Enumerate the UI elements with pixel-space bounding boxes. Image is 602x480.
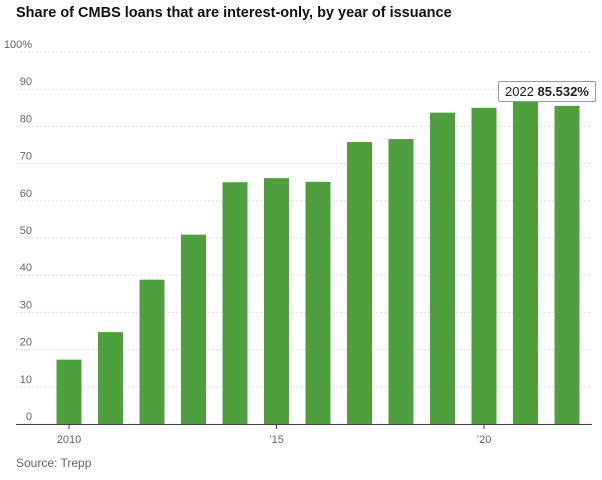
y-tick-label: 100% xyxy=(4,39,32,51)
hover-tooltip: 2022 85.532% xyxy=(498,80,596,102)
tooltip-value: 85.532% xyxy=(537,83,589,99)
bar xyxy=(430,112,455,425)
x-tick-label: ’15 xyxy=(269,434,284,446)
bars xyxy=(56,98,580,425)
bar xyxy=(222,182,248,424)
y-tick-label: 70 xyxy=(20,151,32,163)
x-tick-label: ’20 xyxy=(477,434,492,446)
chart-title: Share of CMBS loans that are interest-on… xyxy=(16,5,452,21)
tooltip-year: 2022 xyxy=(505,83,534,99)
y-tick-label: 90 xyxy=(20,76,32,88)
y-tick-label: 40 xyxy=(20,262,32,274)
x-tick-label: 2010 xyxy=(57,434,81,446)
y-tick-label: 80 xyxy=(20,113,32,125)
bar xyxy=(471,107,497,425)
bar xyxy=(388,139,414,424)
bar xyxy=(554,105,580,425)
x-axis: 2010 ’15 ’20 xyxy=(16,424,592,446)
gridlines: 0 10 20 30 40 50 60 70 80 90 100% xyxy=(4,39,592,425)
bar xyxy=(305,181,331,424)
y-tick-label: 10 xyxy=(20,374,32,386)
bar-chart: 0 10 20 30 40 50 60 70 80 90 100% 2010 ’15 ’20 xyxy=(4,39,592,446)
bar xyxy=(98,332,123,424)
bar xyxy=(139,279,165,424)
bar xyxy=(513,98,538,424)
y-tick-label: 60 xyxy=(20,188,32,200)
bar xyxy=(264,178,289,424)
y-tick-label: 50 xyxy=(20,225,32,237)
y-tick-label: 30 xyxy=(20,299,32,311)
bar xyxy=(181,234,206,424)
bar xyxy=(56,359,82,424)
source-note: Source: Trepp xyxy=(16,456,92,470)
y-tick-label: 20 xyxy=(20,337,32,349)
bar xyxy=(347,142,372,425)
y-tick-label: 0 xyxy=(26,411,32,423)
